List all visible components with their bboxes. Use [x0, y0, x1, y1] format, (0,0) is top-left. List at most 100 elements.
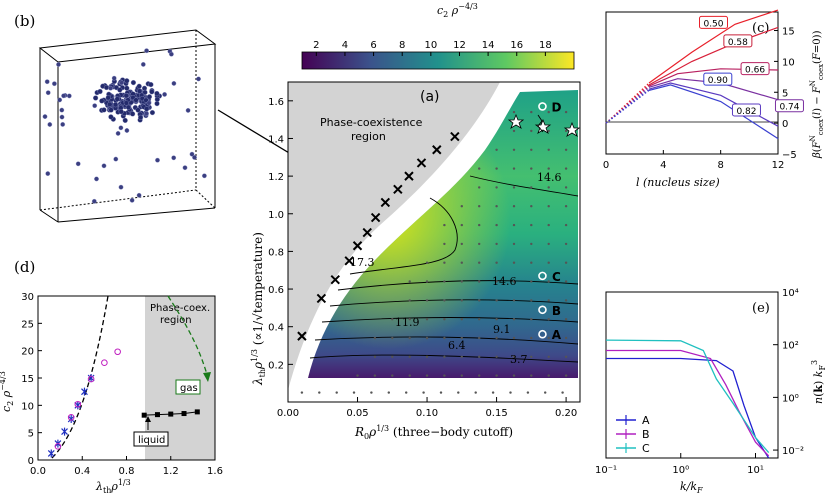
particle: [45, 90, 51, 96]
x-tick-label: 0.20: [555, 408, 577, 419]
curve-label: 0.66: [745, 66, 765, 76]
grid-dot: [391, 355, 394, 358]
grid-dot: [425, 374, 429, 377]
grid-dot: [373, 336, 377, 340]
grid-dot: [373, 355, 377, 358]
grid-dot: [530, 223, 533, 227]
particle: [113, 156, 119, 162]
colorbar-tick-label: 18: [539, 40, 552, 51]
blue-star-point: [47, 449, 55, 458]
panel-e-ticks: 10⁻¹ 10⁰ 10¹ 10⁻² 10⁰ 10² 10⁴: [595, 288, 804, 476]
grid-dot: [478, 374, 481, 377]
grid-dot: [547, 242, 550, 246]
particle: [92, 103, 98, 109]
grid-dot: [512, 242, 516, 246]
grid-dot: [425, 299, 429, 302]
grid-dot: [460, 355, 463, 358]
e-y-tick-label: 10²: [782, 341, 799, 352]
particle: [135, 107, 141, 113]
grid-dot: [408, 299, 411, 302]
colorbar: [301, 51, 575, 70]
grid-dot: [547, 355, 550, 358]
grid-dot: [460, 318, 463, 321]
contour-label-11-9: 11.9: [395, 316, 420, 329]
curve-extrap-0.82: [605, 88, 650, 124]
colorbar-tick-label: 10: [424, 40, 437, 51]
grid-dot: [460, 242, 463, 246]
legend-label-A: A: [642, 414, 650, 427]
particle: [144, 111, 149, 116]
liquid-line: [144, 411, 198, 416]
grid-dot: [530, 355, 533, 358]
particle: [105, 95, 111, 101]
grid-dot: [408, 355, 411, 358]
state-point-label-A: A: [552, 328, 562, 342]
transition-marker: [362, 227, 372, 238]
panel-a-ticks: 0.00 0.05 0.10 0.15 0.20 0.2 0.4 0.6 0.8 1.0 1.2 1.…: [268, 97, 577, 419]
grid-dot: [391, 318, 394, 321]
d-y-tick-label: 0: [28, 456, 34, 467]
colorbar-tick-label: 12: [453, 40, 466, 51]
grid-dot: [512, 167, 516, 170]
particle: [185, 108, 191, 113]
n-k-curve-A: [606, 357, 770, 459]
panel-e-legend: ABC: [616, 414, 650, 455]
particle: [154, 96, 160, 103]
grid-dot: [443, 261, 446, 264]
curve-label-box: [740, 62, 770, 76]
grid-dot: [530, 261, 533, 264]
grid-dot: [564, 129, 568, 133]
grid-dot: [370, 391, 373, 394]
state-point-B: [538, 305, 547, 315]
grid-dot: [495, 205, 498, 208]
star-markers: [507, 113, 581, 137]
liquid-badge: [133, 431, 169, 447]
particle: [94, 176, 99, 182]
gas-badge: [175, 379, 201, 395]
blue-star-point: [87, 374, 95, 382]
grid-dot: [425, 280, 429, 283]
d-x-tick-label: 1.6: [207, 466, 223, 477]
grid-dot: [460, 374, 463, 377]
y-tick-label: 0.2: [268, 360, 284, 371]
grid-dot: [547, 223, 550, 227]
particle: [162, 92, 168, 97]
grid-dot: [512, 148, 516, 151]
grid-dot: [512, 318, 516, 321]
grid-dot: [530, 280, 533, 283]
panel-e-label: (e): [752, 301, 770, 316]
grid-dot: [547, 129, 550, 133]
coexistence-region: [288, 82, 500, 390]
contours: [309, 175, 579, 363]
particle: [122, 117, 128, 124]
particle: [168, 51, 174, 57]
c-y-tick-label: 10: [782, 57, 795, 68]
transition-marker: [404, 171, 414, 181]
grid-dot: [564, 261, 568, 264]
e-x-tick-label: 10⁻¹: [595, 465, 617, 476]
magenta-circle-point: [67, 414, 75, 421]
transition-markers: [297, 131, 460, 341]
grid-dot: [408, 318, 411, 321]
curve-0.50: [648, 9, 779, 84]
d-y-tick-label: 25: [21, 319, 34, 330]
curve-label-box: [774, 99, 804, 113]
colorbar-label: c2 ρ−4/3: [437, 2, 478, 19]
c-y-tick-label: 5: [782, 88, 788, 99]
panel-c-ylabel: β(FNcoex(l) − FNcoex(F=0)): [809, 30, 825, 159]
particle: [171, 155, 177, 161]
particle: [123, 100, 130, 106]
particle: [97, 88, 103, 95]
curve-label-box: [699, 15, 728, 29]
particle: [146, 94, 153, 100]
contour-label-14-6-top: 14.6: [537, 171, 562, 184]
curve-label-box: [703, 72, 733, 86]
grid-dot: [530, 374, 533, 377]
particle: [123, 93, 129, 99]
panel-a-axes: [287, 81, 581, 403]
particle: [59, 114, 65, 120]
panel-d-label: (d): [14, 258, 35, 276]
blue-star-point: [67, 415, 75, 423]
grid-dot: [478, 318, 481, 321]
grid-dot: [495, 299, 498, 302]
